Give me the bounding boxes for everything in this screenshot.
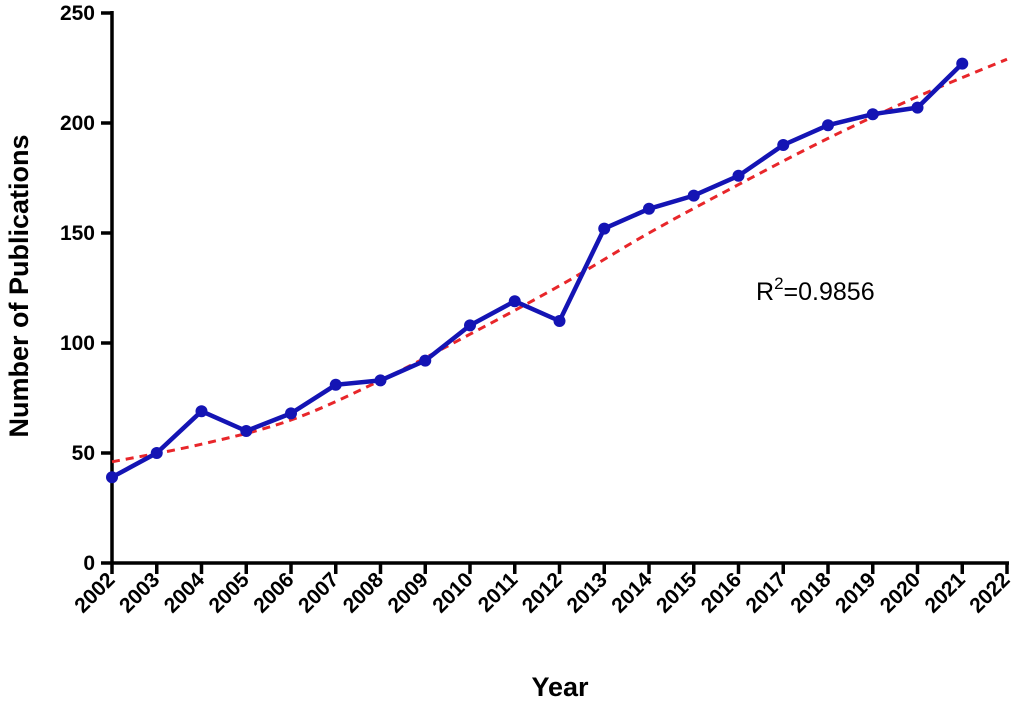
x-tick-label: 2022 <box>965 568 1014 617</box>
publications-line <box>110 61 964 480</box>
y-tick-label: 50 <box>72 442 95 465</box>
x-tick-label: 2009 <box>383 568 432 617</box>
x-axis-ticks: 2002200320042005200620072008200920102011… <box>70 563 1015 618</box>
x-axis-title: Year <box>531 672 589 701</box>
x-tick-label: 2021 <box>920 568 970 618</box>
x-tick-label: 2010 <box>428 568 477 617</box>
y-axis-title: Number of Publications <box>4 134 34 437</box>
data-point <box>553 315 566 327</box>
y-tick-label: 200 <box>60 112 95 135</box>
data-point <box>464 319 476 332</box>
r-squared-annotation: R2=0.9856 <box>756 274 875 306</box>
data-point <box>956 57 969 70</box>
x-tick-label: 2016 <box>697 568 746 617</box>
r-squared-value: =0.9856 <box>784 278 875 306</box>
data-point <box>150 447 163 459</box>
x-tick-label: 2005 <box>204 568 254 618</box>
data-point <box>508 295 521 308</box>
trend-line <box>111 57 1008 464</box>
x-tick-label: 2012 <box>518 568 567 617</box>
y-tick-label: 100 <box>60 332 95 355</box>
data-point <box>106 471 118 484</box>
x-tick-label: 2002 <box>70 568 119 617</box>
data-point <box>643 202 655 215</box>
x-tick-label: 2008 <box>339 568 389 618</box>
data-point <box>777 139 790 151</box>
x-tick-label: 2011 <box>474 568 523 617</box>
x-tick-label: 2014 <box>607 568 657 618</box>
x-tick-label: 2003 <box>115 568 164 617</box>
x-tick-label: 2019 <box>831 568 880 617</box>
y-axis-ticks: 0 50 100 150 200 250 <box>60 2 112 575</box>
x-tick-label: 2006 <box>249 568 298 617</box>
x-tick-label: 2013 <box>562 568 611 617</box>
data-point <box>822 119 834 132</box>
series-layer <box>106 57 1008 484</box>
x-tick-label: 2015 <box>652 568 702 618</box>
y-tick-label: 250 <box>60 2 95 25</box>
data-point <box>240 425 253 437</box>
data-point <box>866 108 879 121</box>
r-squared-superscript: 2 <box>774 274 783 293</box>
data-point <box>374 374 387 387</box>
data-point <box>687 189 700 202</box>
data-point <box>911 101 924 114</box>
x-tick-label: 2017 <box>741 568 790 617</box>
x-tick-label: 2020 <box>876 568 925 617</box>
data-point <box>195 405 208 418</box>
data-point <box>419 354 432 367</box>
x-tick-label: 2004 <box>160 568 210 618</box>
data-point <box>598 222 611 235</box>
x-tick-label: 2007 <box>294 568 343 617</box>
data-point <box>732 169 745 182</box>
data-point <box>329 378 342 391</box>
y-tick-label: 0 <box>83 552 95 575</box>
data-point <box>285 407 297 420</box>
x-tick-label: 2018 <box>786 568 836 618</box>
r-squared-base: R <box>756 278 774 306</box>
y-tick-label: 150 <box>60 222 95 245</box>
